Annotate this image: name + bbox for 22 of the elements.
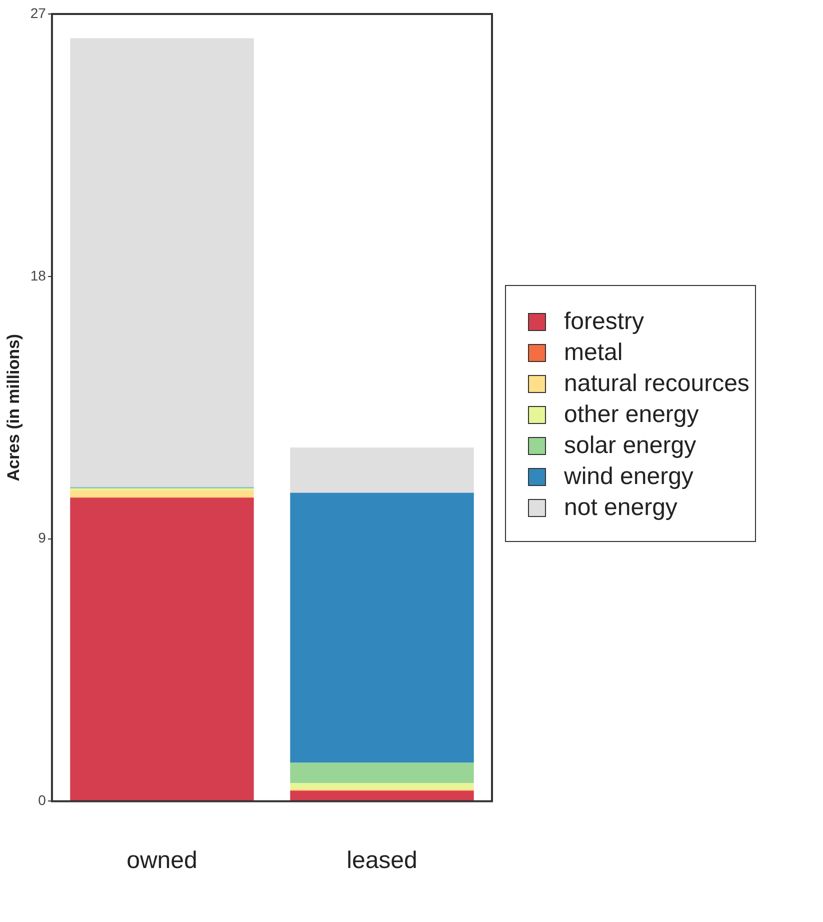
x-tick-label: leased: [346, 847, 418, 874]
y-tick-label: 18: [30, 267, 46, 284]
y-tick-label: 27: [30, 4, 46, 21]
legend-label: metal: [564, 338, 623, 366]
legend-label: natural recources: [564, 370, 750, 398]
y-tick-label: 9: [38, 530, 46, 546]
bar: [290, 448, 474, 493]
legend-label: not energy: [564, 494, 678, 522]
legend-label: forestry: [564, 308, 644, 336]
bar: [70, 490, 254, 498]
y-tick-label: 0: [38, 792, 46, 808]
bar: [70, 38, 254, 488]
bar: [70, 498, 254, 801]
bar: [290, 762, 474, 784]
legend-label: other energy: [564, 400, 699, 428]
legend-label: wind energy: [564, 462, 694, 490]
bar: [290, 492, 474, 763]
y-axis-title: Acres (in millions): [4, 334, 23, 482]
x-tick-label: owned: [126, 847, 198, 874]
bar: [290, 790, 474, 801]
bar: [290, 783, 474, 789]
legend-label: solar energy: [564, 432, 696, 460]
